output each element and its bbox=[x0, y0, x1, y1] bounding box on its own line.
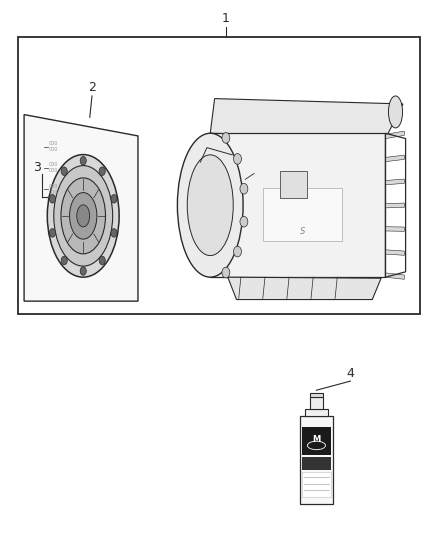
Polygon shape bbox=[385, 273, 404, 279]
Ellipse shape bbox=[77, 205, 90, 227]
Ellipse shape bbox=[111, 229, 117, 237]
Bar bbox=[305, 409, 328, 416]
Bar bbox=[210, 133, 385, 277]
Polygon shape bbox=[385, 203, 404, 208]
Bar bbox=[302, 457, 331, 470]
Bar bbox=[280, 171, 307, 198]
Ellipse shape bbox=[111, 195, 117, 203]
Bar bbox=[310, 397, 323, 409]
Ellipse shape bbox=[99, 167, 105, 175]
Ellipse shape bbox=[187, 155, 233, 255]
Ellipse shape bbox=[47, 155, 119, 277]
Polygon shape bbox=[385, 131, 404, 139]
Bar bbox=[263, 188, 342, 241]
Bar bbox=[302, 427, 331, 455]
Polygon shape bbox=[385, 227, 404, 231]
Ellipse shape bbox=[222, 267, 230, 278]
Ellipse shape bbox=[80, 157, 86, 165]
Bar bbox=[18, 37, 420, 314]
Polygon shape bbox=[385, 179, 404, 185]
Ellipse shape bbox=[70, 192, 97, 239]
Ellipse shape bbox=[61, 167, 67, 175]
Text: 1: 1 bbox=[222, 12, 230, 25]
Text: 2: 2 bbox=[88, 82, 96, 94]
Text: S: S bbox=[300, 227, 305, 236]
Ellipse shape bbox=[222, 133, 230, 143]
Bar bbox=[302, 472, 331, 497]
Polygon shape bbox=[385, 250, 404, 255]
Ellipse shape bbox=[389, 96, 403, 128]
Text: 3: 3 bbox=[33, 161, 41, 174]
Text: M: M bbox=[312, 435, 321, 445]
Ellipse shape bbox=[233, 154, 241, 164]
Polygon shape bbox=[228, 277, 381, 300]
Ellipse shape bbox=[49, 229, 56, 237]
Text: 000
000: 000 000 bbox=[48, 141, 57, 152]
Bar bbox=[310, 393, 323, 397]
Text: 4: 4 bbox=[346, 367, 354, 379]
Ellipse shape bbox=[49, 195, 56, 203]
Polygon shape bbox=[385, 155, 404, 161]
Text: 000
000: 000 000 bbox=[48, 163, 57, 173]
Text: 000
000: 000 000 bbox=[48, 184, 57, 195]
Ellipse shape bbox=[233, 246, 241, 257]
Bar bbox=[300, 416, 333, 504]
Ellipse shape bbox=[61, 256, 67, 265]
Polygon shape bbox=[210, 99, 403, 139]
Ellipse shape bbox=[240, 216, 248, 227]
Ellipse shape bbox=[80, 266, 86, 276]
Ellipse shape bbox=[61, 178, 106, 254]
Ellipse shape bbox=[177, 133, 243, 277]
Ellipse shape bbox=[54, 166, 113, 266]
Polygon shape bbox=[24, 115, 138, 301]
Ellipse shape bbox=[99, 256, 105, 265]
Ellipse shape bbox=[240, 183, 248, 194]
